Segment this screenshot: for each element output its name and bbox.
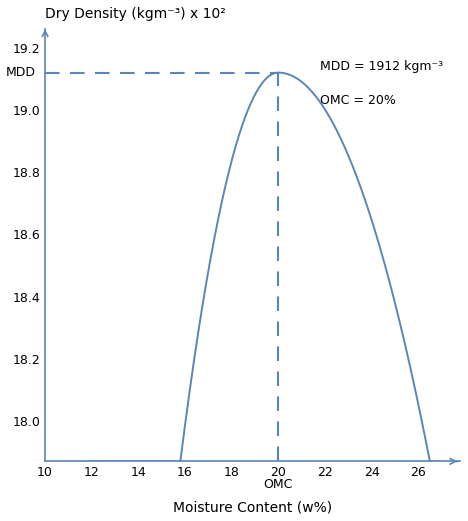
Text: OMC = 20%: OMC = 20% — [320, 94, 396, 107]
X-axis label: Moisture Content (w%): Moisture Content (w%) — [173, 500, 332, 514]
Text: Dry Density (kgm⁻³) x 10²: Dry Density (kgm⁻³) x 10² — [45, 7, 226, 21]
Text: MDD = 1912 kgm⁻³: MDD = 1912 kgm⁻³ — [320, 60, 443, 73]
Text: MDD: MDD — [6, 66, 36, 79]
Text: OMC: OMC — [263, 478, 293, 491]
